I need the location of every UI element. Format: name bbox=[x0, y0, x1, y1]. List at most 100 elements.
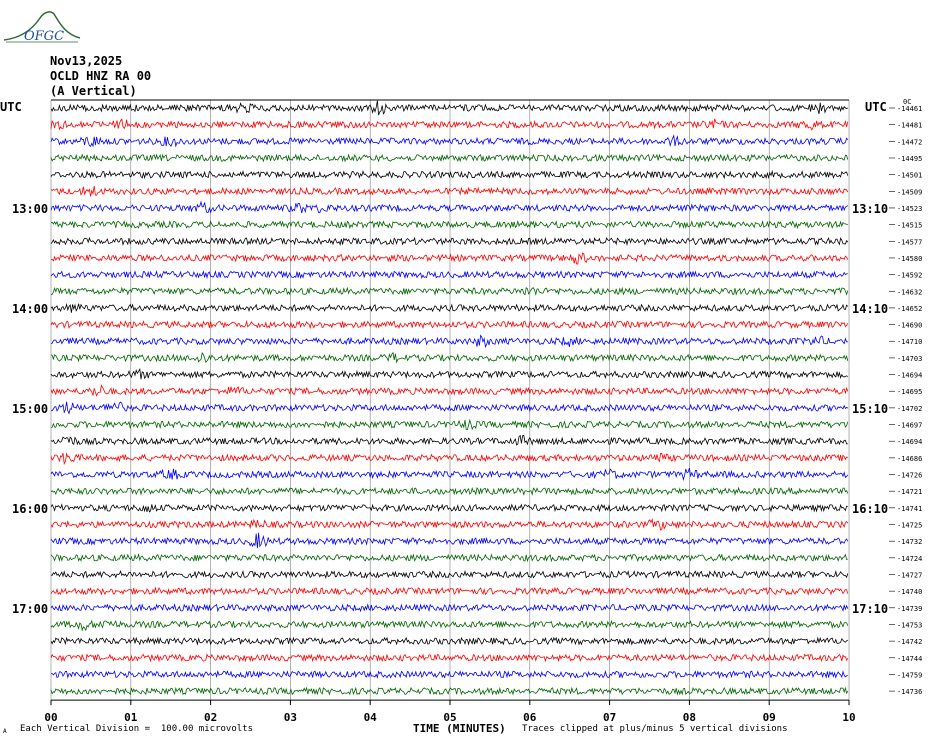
x-tick-label: 06 bbox=[523, 711, 537, 724]
trace-line bbox=[50, 619, 849, 632]
trace-offset-label: -14694 bbox=[897, 372, 922, 380]
x-tick-label: 05 bbox=[443, 711, 456, 724]
trace-line bbox=[50, 153, 849, 163]
trace-offset-label: -14742 bbox=[897, 638, 922, 646]
x-tick-label: 00 bbox=[44, 711, 57, 724]
trace-offset-label: -14724 bbox=[897, 555, 922, 563]
utc-right-label: UTC bbox=[865, 100, 887, 114]
trace-line bbox=[50, 351, 849, 364]
trace-offset-label: -14736 bbox=[897, 688, 922, 696]
left-time-label: 16:00 bbox=[12, 502, 48, 516]
trace-line bbox=[50, 269, 848, 280]
left-time-label: 13:00 bbox=[12, 202, 48, 216]
trace-line bbox=[50, 653, 849, 663]
trace-line bbox=[50, 553, 848, 563]
trace-offset-label: -14739 bbox=[897, 605, 922, 613]
minute-gridlines bbox=[50, 99, 850, 706]
trace-offset-label: -14652 bbox=[897, 305, 922, 313]
trace-offset-label: -14690 bbox=[897, 322, 922, 330]
seismic-traces bbox=[50, 100, 849, 696]
x-tick-label: 02 bbox=[204, 711, 217, 724]
trace-line bbox=[50, 169, 849, 180]
x-tick-label: 01 bbox=[124, 711, 138, 724]
trace-line bbox=[50, 185, 849, 197]
x-tick-label: 03 bbox=[284, 711, 297, 724]
trace-offset-label: -14577 bbox=[897, 238, 922, 246]
trace-offset-label: -14515 bbox=[897, 222, 922, 230]
trace-line bbox=[50, 586, 849, 596]
right-time-label: 15:10 bbox=[852, 402, 888, 416]
trace-offset-label: -14741 bbox=[897, 505, 922, 513]
left-time-label: 15:00 bbox=[12, 402, 48, 416]
trace-line bbox=[51, 669, 848, 680]
trace-line bbox=[50, 418, 849, 431]
right-time-label: 16:10 bbox=[852, 502, 888, 516]
trace-offset-label: -14632 bbox=[897, 288, 922, 296]
plot-labels: 00 01 02 03 04 05 06 07 08 09 10 -14461 -14481 -14472… bbox=[12, 98, 922, 724]
trace-line bbox=[50, 384, 849, 397]
trace-line bbox=[50, 219, 849, 230]
trace-line bbox=[50, 236, 849, 246]
trace-offset-label: -14697 bbox=[897, 422, 922, 430]
trace-line bbox=[50, 200, 849, 214]
trace-offset-label: -14703 bbox=[897, 355, 922, 363]
trace-offset-label: -14694 bbox=[897, 438, 922, 446]
logo-volcano-outline bbox=[3, 11, 81, 41]
x-tick-label: 09 bbox=[763, 711, 776, 724]
trace-offset-label: -14580 bbox=[897, 255, 922, 263]
trace-offset-label: -14695 bbox=[897, 388, 922, 396]
scale-note: Each Vertical Division = 100.00 microvol… bbox=[20, 724, 253, 734]
trace-line bbox=[50, 100, 849, 116]
trace-line bbox=[50, 367, 849, 380]
trace-offset-label: -14472 bbox=[897, 138, 922, 146]
ofgc-logo: OFGC bbox=[3, 11, 81, 44]
trace-line bbox=[50, 518, 849, 531]
x-tick-label: 08 bbox=[683, 711, 696, 724]
trace-offset-label: -14727 bbox=[897, 571, 922, 579]
x-tick-label: 04 bbox=[364, 711, 378, 724]
trace-offset-label: -14721 bbox=[897, 488, 922, 496]
trace-line bbox=[50, 452, 848, 466]
component-label: (A Vertical) bbox=[50, 84, 137, 98]
trace-offset-label: -14740 bbox=[897, 588, 922, 596]
date-label: Nov13,2025 bbox=[50, 54, 123, 68]
right-time-label: 17:10 bbox=[852, 602, 888, 616]
trace-line bbox=[50, 486, 849, 496]
right-top-label: 0C bbox=[903, 98, 911, 106]
trace-line bbox=[50, 334, 848, 349]
right-time-label: 13:10 bbox=[852, 202, 888, 216]
trace-offset-label: -14732 bbox=[897, 538, 922, 546]
trace-line bbox=[50, 467, 849, 482]
corner-mark: A bbox=[3, 728, 7, 735]
x-tick-label: 07 bbox=[603, 711, 616, 724]
trace-line bbox=[50, 686, 849, 696]
trace-line bbox=[50, 252, 849, 265]
trace-offset-label: -14509 bbox=[897, 188, 922, 196]
trace-offset-label: -14710 bbox=[897, 338, 922, 346]
x-axis-label: TIME (MINUTES) bbox=[413, 722, 506, 735]
trace-offset-label: -14592 bbox=[897, 272, 922, 280]
trace-line bbox=[50, 134, 849, 148]
trace-line bbox=[50, 118, 849, 131]
x-tick-label: 10 bbox=[842, 711, 855, 724]
trace-line bbox=[50, 401, 849, 415]
trace-offset-label: -14726 bbox=[897, 472, 922, 480]
right-time-label: 14:10 bbox=[852, 302, 888, 316]
trace-offset-label: -14523 bbox=[897, 205, 922, 213]
utc-left-label: UTC bbox=[0, 100, 22, 114]
trace-offset-label: -14759 bbox=[897, 671, 922, 679]
trace-offset-label: -14744 bbox=[897, 655, 922, 663]
trace-offset-label: -14481 bbox=[897, 122, 922, 130]
trace-line bbox=[50, 636, 849, 646]
trace-offset-label: -14501 bbox=[897, 172, 922, 180]
left-time-label: 14:00 bbox=[12, 302, 48, 316]
trace-line bbox=[51, 286, 849, 296]
trace-line bbox=[50, 569, 849, 579]
trace-offset-label: -14753 bbox=[897, 621, 922, 629]
trace-offset-label: -14461 bbox=[897, 105, 922, 113]
trace-line bbox=[50, 320, 849, 330]
trace-line bbox=[50, 303, 849, 313]
trace-offset-label: -14686 bbox=[897, 455, 922, 463]
